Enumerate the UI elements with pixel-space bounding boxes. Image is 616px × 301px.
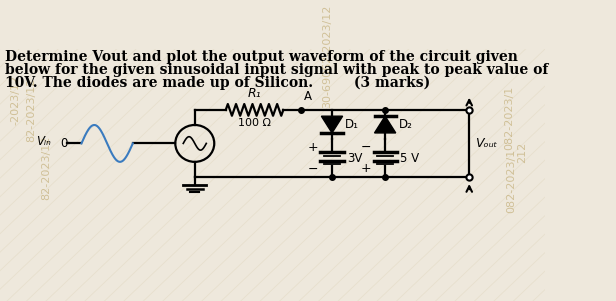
Text: below for the given sinusoidal input signal with peak to peak value of: below for the given sinusoidal input sig… — [6, 63, 549, 77]
Text: Determine Vout and plot the output waveform of the circuit given: Determine Vout and plot the output wavef… — [6, 50, 518, 64]
Text: -2023/12: -2023/12 — [11, 75, 21, 125]
Text: 0: 0 — [60, 137, 68, 150]
Text: Vₒᵤₜ: Vₒᵤₜ — [474, 137, 497, 150]
Text: D₁: D₁ — [346, 118, 359, 131]
Text: +: + — [360, 163, 371, 175]
Polygon shape — [322, 116, 342, 133]
Text: 30-69062-2023/12: 30-69062-2023/12 — [323, 5, 333, 108]
Text: Vᵢₙ: Vᵢₙ — [36, 135, 51, 148]
Text: −: − — [307, 163, 318, 175]
Text: −: − — [360, 141, 371, 154]
Text: 082-2023/1: 082-2023/1 — [507, 149, 517, 213]
Text: 82-2023/12: 82-2023/12 — [41, 136, 51, 200]
Text: +: + — [307, 141, 318, 154]
Text: 5 V: 5 V — [400, 152, 419, 165]
Text: (3 marks): (3 marks) — [354, 76, 431, 89]
Text: 082-2023/1: 082-2023/1 — [504, 86, 514, 150]
Text: 3V: 3V — [347, 152, 362, 165]
Text: A: A — [304, 90, 312, 103]
Text: R₁: R₁ — [248, 87, 261, 100]
Text: 212: 212 — [517, 141, 527, 163]
Polygon shape — [375, 116, 395, 133]
Text: 100 Ω: 100 Ω — [238, 118, 271, 128]
Text: 10V. The diodes are made up of Silicon.: 10V. The diodes are made up of Silicon. — [6, 76, 314, 89]
Text: D₂: D₂ — [399, 118, 412, 131]
Text: 82-2023/12: 82-2023/12 — [26, 77, 36, 142]
